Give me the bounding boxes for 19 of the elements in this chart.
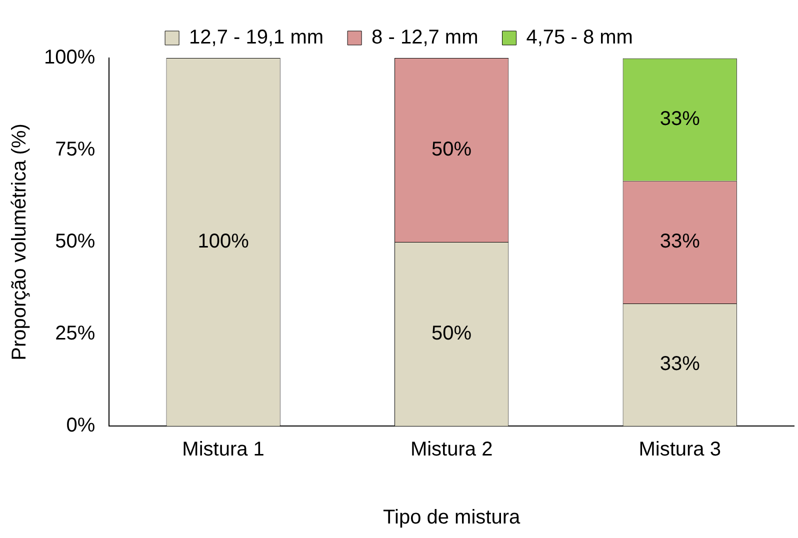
y-axis-title: Proporção volumétrica (%) — [8, 124, 31, 360]
x-axis-title: Tipo de mistura — [383, 506, 521, 529]
data-label: 33% — [660, 353, 700, 376]
data-label: 33% — [660, 108, 700, 130]
legend-label: 8 - 12,7 mm — [372, 26, 478, 49]
y-tick-label: 50% — [55, 230, 96, 253]
y-tick-label: 0% — [66, 414, 96, 437]
data-label: 100% — [198, 230, 250, 253]
legend-label: 12,7 - 19,1 mm — [189, 26, 324, 49]
y-tick-label: 25% — [55, 322, 96, 345]
data-label: 50% — [432, 138, 472, 161]
y-tick-label: 100% — [44, 46, 96, 69]
legend-label: 4,75 - 8 mm — [526, 26, 633, 49]
data-label: 33% — [660, 230, 700, 253]
x-tick-label: Mistura 3 — [638, 438, 721, 461]
x-tick-label: Mistura 2 — [410, 438, 493, 461]
x-tick-label: Mistura 1 — [182, 438, 264, 461]
data-label: 50% — [432, 322, 472, 345]
y-tick-label: 75% — [55, 138, 96, 161]
